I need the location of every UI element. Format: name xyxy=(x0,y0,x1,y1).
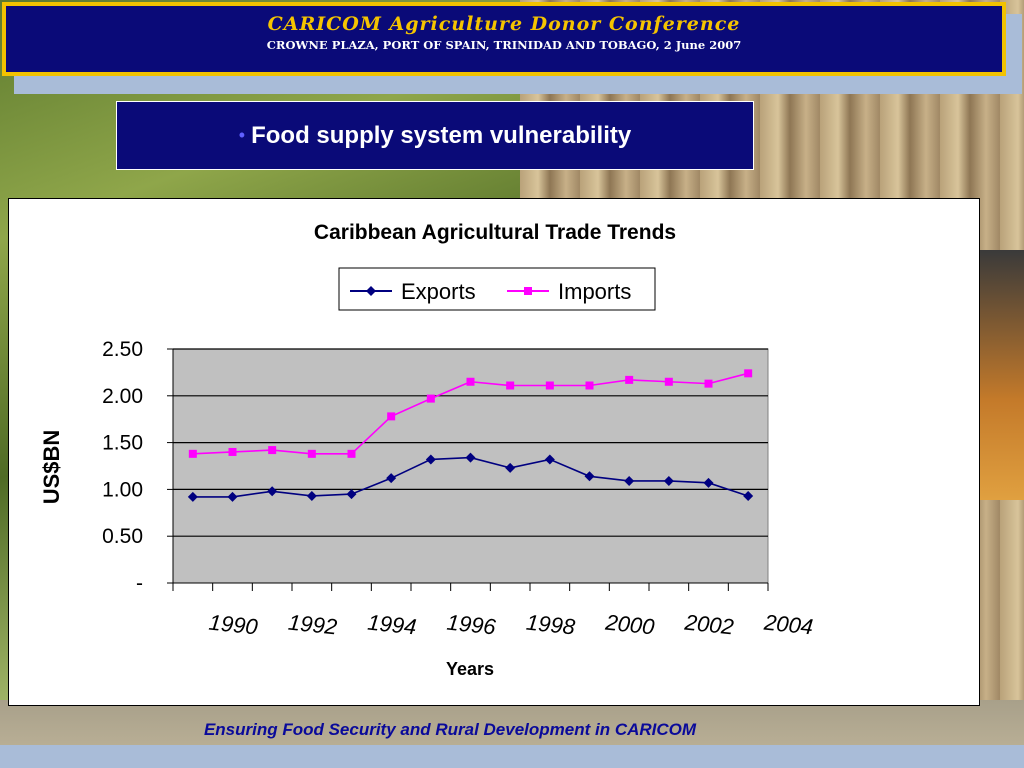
legend-exports-label: Exports xyxy=(401,279,476,304)
imports-point xyxy=(664,377,673,386)
imports-point xyxy=(426,394,435,403)
y-tick-label: 2.50 xyxy=(102,338,143,361)
imports-point xyxy=(307,449,316,458)
x-tick-label: 1990 xyxy=(208,610,260,640)
legend-imports-marker xyxy=(524,287,532,295)
y-axis-label: US$BN xyxy=(39,430,64,505)
y-tick-label: 1.50 xyxy=(102,432,143,455)
imports-point xyxy=(466,377,475,386)
slide-title: Food supply system vulnerability xyxy=(251,121,632,149)
chart-legend: Exports Imports xyxy=(338,267,656,311)
bullet-icon: • xyxy=(238,125,246,145)
bottom-frame-bar xyxy=(0,745,1024,768)
legend-exports-marker xyxy=(366,286,376,296)
imports-point xyxy=(387,412,396,421)
y-axis-ticks: - 0.50 1.00 1.50 2.00 2.50 xyxy=(102,338,174,595)
imports-point xyxy=(347,449,356,458)
conference-venue: CROWNE PLAZA, PORT OF SPAIN, TRINIDAD AN… xyxy=(266,38,742,52)
exports-point xyxy=(267,486,278,497)
chart-panel: Caribbean Agricultural Trade Trends Expo… xyxy=(8,198,980,706)
exports-point xyxy=(505,462,516,473)
exports-point xyxy=(584,471,595,482)
imports-point xyxy=(228,447,237,456)
imports-point xyxy=(188,449,197,458)
exports-point xyxy=(187,491,198,502)
x-axis-ticks: 1990 1992 1994 1996 1998 2000 2002 2004 xyxy=(172,582,814,640)
imports-point xyxy=(744,369,753,378)
x-tick-label: 1994 xyxy=(366,610,417,640)
x-tick-label: 2004 xyxy=(762,609,814,639)
x-tick-label: 1992 xyxy=(287,610,338,640)
imports-point xyxy=(268,446,277,455)
exports-point xyxy=(544,454,555,465)
imports-point xyxy=(545,381,554,390)
footer-text: Ensuring Food Security and Rural Develop… xyxy=(203,720,697,739)
trade-trends-chart: Caribbean Agricultural Trade Trends Expo… xyxy=(39,221,814,679)
y-tick-label: 0.50 xyxy=(102,525,143,548)
exports-point xyxy=(346,489,357,500)
exports-point xyxy=(306,490,317,501)
x-tick-label: 2000 xyxy=(603,609,656,639)
chart-title: Caribbean Agricultural Trade Trends xyxy=(314,221,676,244)
exports-point xyxy=(663,475,674,486)
x-axis-label: Years xyxy=(446,659,494,679)
x-tick-label: 1996 xyxy=(446,610,498,640)
exports-point xyxy=(465,452,476,463)
series-layer xyxy=(187,369,754,502)
y-tick-label: 1.00 xyxy=(102,478,143,501)
legend-imports-label: Imports xyxy=(558,279,631,304)
imports-point xyxy=(585,381,594,390)
plot-area xyxy=(172,348,769,584)
exports-point xyxy=(743,490,754,501)
y-tick-label: 2.00 xyxy=(102,385,143,408)
conference-header: CARICOM Agriculture Donor Conference CRO… xyxy=(2,2,1006,76)
imports-point xyxy=(704,379,713,388)
market-photo xyxy=(980,250,1024,500)
slide-title-box: • Food supply system vulnerability xyxy=(116,101,754,170)
exports-point xyxy=(425,454,436,465)
imports-point xyxy=(506,381,515,390)
x-tick-label: 2002 xyxy=(683,609,735,639)
exports-point xyxy=(624,475,635,486)
imports-point xyxy=(625,375,634,384)
y-tick-label: - xyxy=(136,572,143,595)
x-tick-label: 1998 xyxy=(525,610,577,640)
conference-title: CARICOM Agriculture Donor Conference xyxy=(267,13,741,35)
exports-point xyxy=(227,491,238,502)
footer: Ensuring Food Security and Rural Develop… xyxy=(0,720,900,740)
exports-point xyxy=(703,477,714,488)
exports-point xyxy=(386,473,397,484)
